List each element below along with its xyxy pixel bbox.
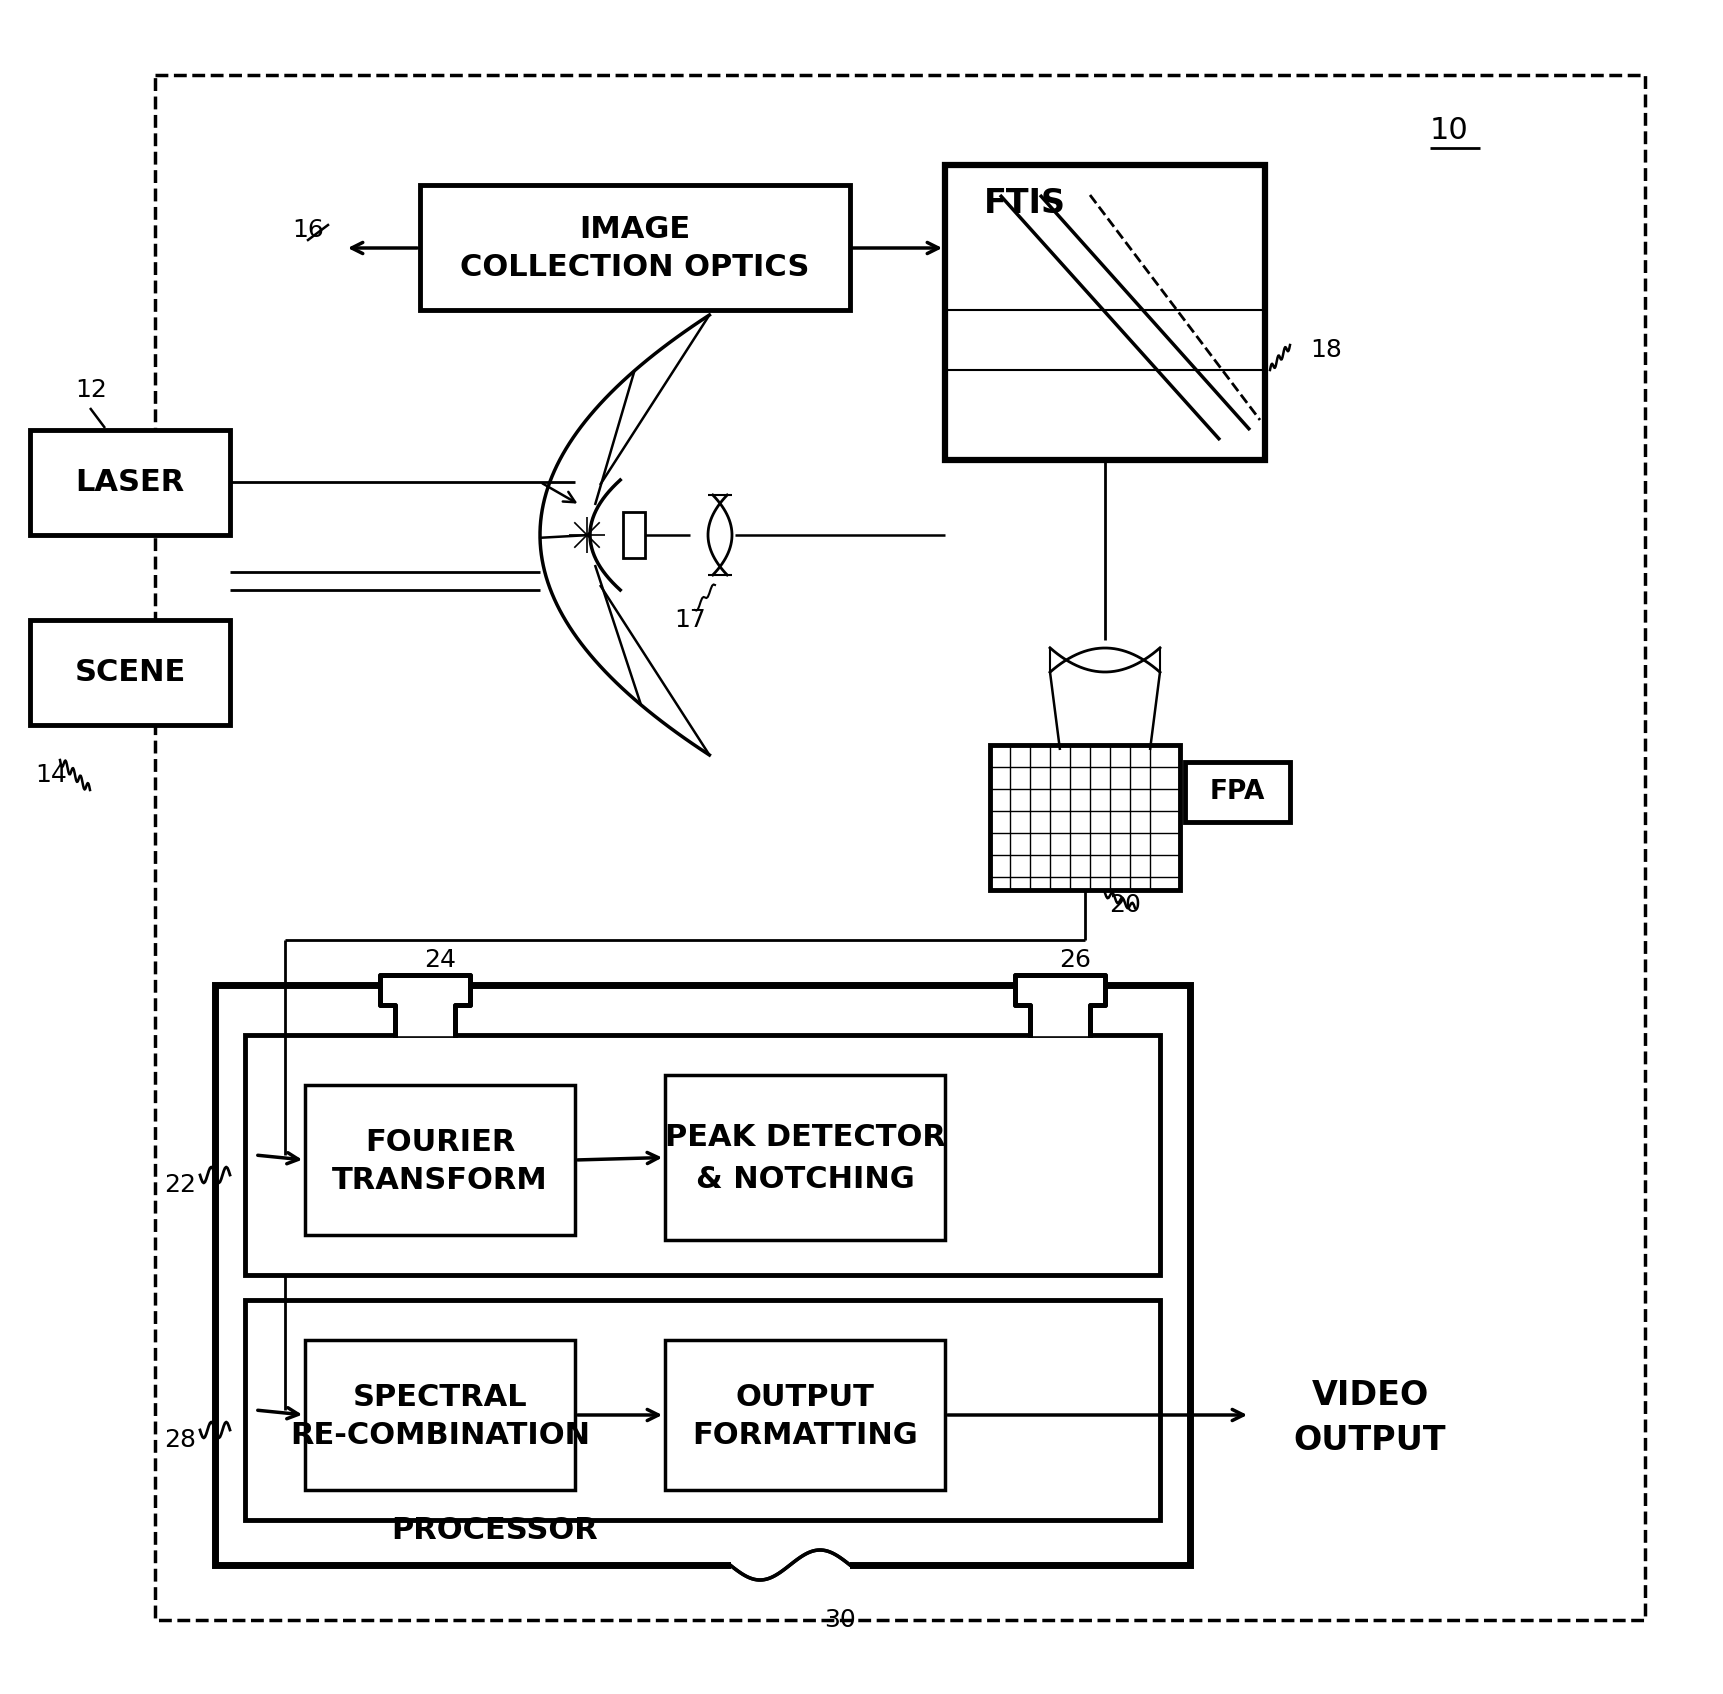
FancyBboxPatch shape — [305, 1340, 575, 1491]
FancyBboxPatch shape — [944, 164, 1265, 461]
FancyBboxPatch shape — [245, 1035, 1160, 1276]
Text: 18: 18 — [1309, 339, 1340, 363]
Text: 28: 28 — [164, 1428, 196, 1452]
FancyBboxPatch shape — [665, 1340, 944, 1491]
Text: LASER: LASER — [76, 468, 184, 496]
Polygon shape — [1015, 976, 1104, 1035]
Text: 22: 22 — [164, 1172, 196, 1198]
FancyBboxPatch shape — [215, 984, 1189, 1565]
Text: TRANSFORM: TRANSFORM — [333, 1165, 548, 1194]
Text: COLLECTION OPTICS: COLLECTION OPTICS — [460, 252, 810, 281]
Text: 16: 16 — [291, 219, 324, 242]
FancyBboxPatch shape — [245, 1299, 1160, 1520]
Text: FOURIER: FOURIER — [365, 1128, 515, 1157]
Text: FORMATTING: FORMATTING — [691, 1421, 917, 1450]
Text: 30: 30 — [824, 1608, 855, 1631]
FancyBboxPatch shape — [731, 1562, 849, 1570]
Text: 20: 20 — [1108, 893, 1141, 916]
FancyBboxPatch shape — [1184, 762, 1289, 822]
Text: OUTPUT: OUTPUT — [736, 1382, 874, 1411]
FancyBboxPatch shape — [305, 1084, 575, 1235]
Text: PROCESSOR: PROCESSOR — [391, 1516, 598, 1545]
Text: PEAK DETECTOR: PEAK DETECTOR — [663, 1123, 944, 1152]
Text: 24: 24 — [424, 949, 457, 972]
FancyBboxPatch shape — [665, 1076, 944, 1240]
Text: 26: 26 — [1058, 949, 1091, 972]
Text: IMAGE: IMAGE — [579, 215, 691, 244]
Text: 17: 17 — [674, 608, 705, 632]
FancyBboxPatch shape — [29, 430, 229, 535]
FancyBboxPatch shape — [155, 75, 1644, 1619]
Text: 12: 12 — [76, 378, 107, 401]
Text: FPA: FPA — [1210, 779, 1265, 805]
Polygon shape — [379, 976, 470, 1035]
Text: VIDEO: VIDEO — [1311, 1379, 1428, 1411]
Text: RE-COMBINATION: RE-COMBINATION — [289, 1421, 589, 1450]
Text: SCENE: SCENE — [74, 657, 186, 688]
Text: & NOTCHING: & NOTCHING — [694, 1165, 913, 1194]
Text: SPECTRAL: SPECTRAL — [353, 1382, 527, 1411]
FancyBboxPatch shape — [29, 620, 229, 725]
Text: 14: 14 — [34, 762, 67, 788]
FancyBboxPatch shape — [622, 512, 644, 557]
Text: 10: 10 — [1428, 115, 1468, 144]
Text: FTIS: FTIS — [984, 186, 1065, 220]
Text: OUTPUT: OUTPUT — [1292, 1423, 1446, 1457]
FancyBboxPatch shape — [420, 185, 849, 310]
